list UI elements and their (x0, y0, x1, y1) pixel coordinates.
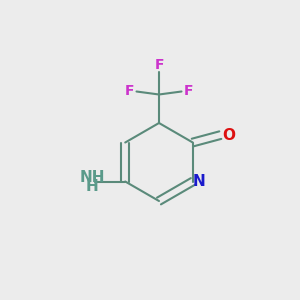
Text: N: N (192, 174, 205, 189)
Text: F: F (183, 85, 193, 98)
Text: F: F (125, 85, 135, 98)
Text: H: H (86, 179, 99, 194)
Text: F: F (154, 58, 164, 72)
Text: NH: NH (80, 170, 105, 185)
Text: O: O (222, 128, 235, 142)
